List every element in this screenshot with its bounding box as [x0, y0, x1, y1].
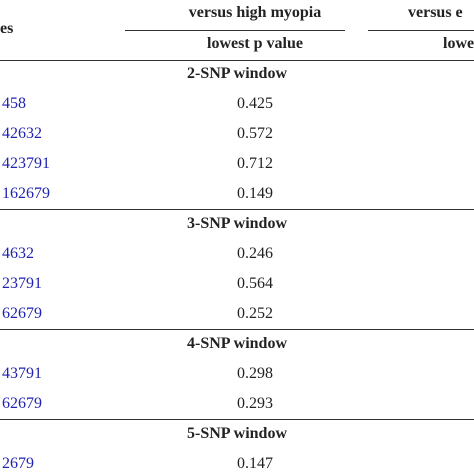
snp-label: 42632 — [2, 125, 42, 142]
group-title: versus e — [408, 4, 463, 21]
p-value: 0.149 — [237, 185, 273, 202]
p-value: 0.564 — [237, 275, 273, 292]
snp-label: 2679 — [2, 455, 34, 472]
p-value: 0.246 — [237, 245, 273, 262]
section-title: 5-SNP window — [186, 425, 288, 442]
snp-label: 162679 — [2, 185, 50, 202]
snp-label: 23791 — [2, 275, 42, 292]
snp-label: 43791 — [2, 365, 42, 382]
p-value: 0.147 — [237, 455, 273, 472]
p-value: 0.572 — [237, 125, 273, 142]
snp-label: 423791 — [2, 155, 50, 172]
rule — [0, 329, 474, 330]
snp-label: 458 — [2, 95, 26, 112]
column-header: lowe — [443, 35, 474, 52]
section-title: 2-SNP window — [186, 65, 288, 82]
group-title: versus high myopia — [188, 4, 322, 21]
section-title: 3-SNP window — [186, 215, 288, 232]
snp-label: 62679 — [2, 305, 42, 322]
column-header: lowest p value — [207, 35, 303, 52]
rule — [368, 30, 474, 31]
section-title: 4-SNP window — [186, 335, 288, 352]
snp-label: 4632 — [2, 245, 34, 262]
snp-label: 62679 — [2, 395, 42, 412]
p-value: 0.252 — [237, 305, 273, 322]
p-value: 0.298 — [237, 365, 273, 382]
rule — [0, 60, 474, 61]
row-label-header: es — [0, 20, 14, 37]
rule — [125, 30, 345, 31]
p-value: 0.293 — [237, 395, 273, 412]
rule — [0, 419, 474, 420]
p-value: 0.712 — [237, 155, 273, 172]
p-value: 0.425 — [237, 95, 273, 112]
rule — [0, 209, 474, 210]
